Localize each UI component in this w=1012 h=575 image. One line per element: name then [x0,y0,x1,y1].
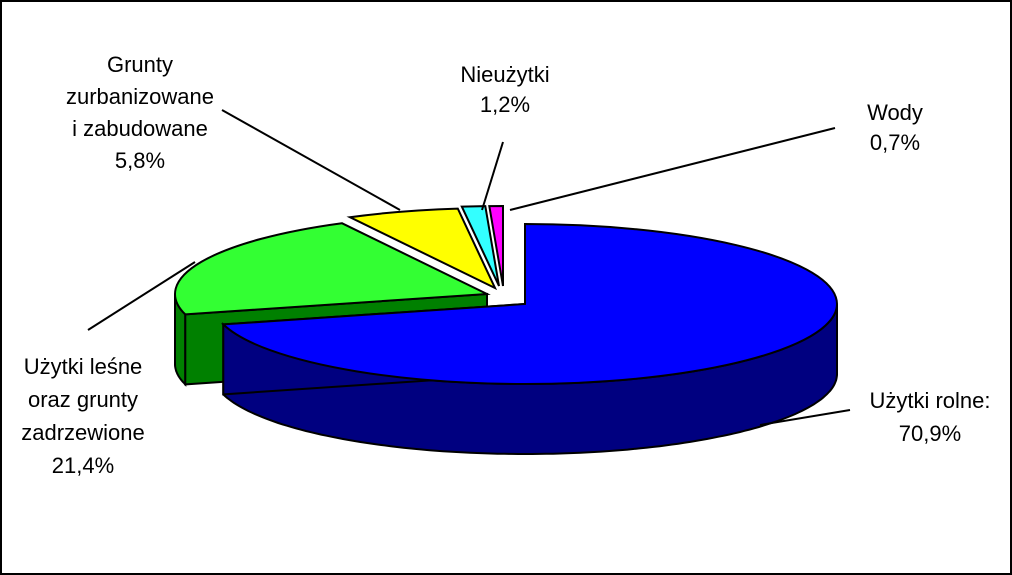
slice-label-line: Grunty [107,52,173,77]
slice-label-line: oraz grunty [28,387,138,412]
leader-line-wody [509,127,836,211]
slice-label-line: 21,4% [52,453,114,478]
slice-label-line: 5,8% [115,148,165,173]
leader-line-grunty [221,109,401,211]
pie-slice-nieuz [460,205,500,287]
slice-label-line: 70,9% [899,421,961,446]
slice-top-nieuz [460,205,500,287]
leader-line-nieuz [481,141,504,211]
slice-label-line: Wody [867,100,923,125]
slice-label-line: 1,2% [480,92,530,117]
slice-label-wody: Wody 0,7% [867,100,923,155]
slice-label-line: zadrzewione [21,420,145,445]
slice-label-line: i zabudowane [72,116,208,141]
slice-label-nieuz: Nieużytki 1,2% [460,62,549,117]
slice-top-rolne [220,222,838,385]
slice-label-line: Nieużytki [460,62,549,87]
slice-label-line: 0,7% [870,130,920,155]
slice-label-grunty: Grunty zurbanizowane i zabudowane 5,8% [66,52,214,173]
slice-top-lesne [174,222,491,316]
slice-label-line: Użytki leśne [24,354,143,379]
slice-label-line: zurbanizowane [66,84,214,109]
slice-top-wody [488,204,504,287]
leader-line-rolne [759,409,851,426]
leader-line-lesne [87,261,196,331]
slice-label-line: Użytki rolne: [869,388,990,413]
pie-slice-wody [488,204,504,287]
slice-label-rolne: Użytki rolne: 70,9% [869,388,990,446]
pie-slice-rolne [220,222,838,455]
slice-top-grunty [346,207,498,291]
slice-label-lesne: Użytki leśne oraz grunty zadrzewione 21,4% [21,354,145,478]
pie-slice-grunty [346,207,498,291]
